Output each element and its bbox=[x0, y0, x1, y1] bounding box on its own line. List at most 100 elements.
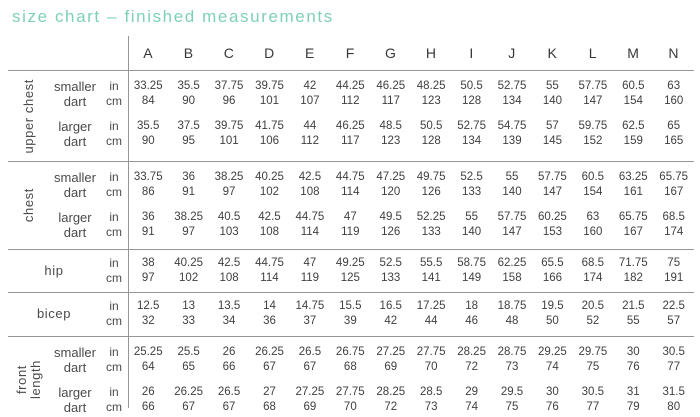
value-cm: 107 bbox=[300, 95, 320, 107]
value-in: 26.25 bbox=[174, 385, 204, 398]
value-cm: 66 bbox=[141, 400, 155, 413]
value-in: 42.5 bbox=[217, 256, 241, 269]
value-in: 38.25 bbox=[174, 210, 204, 223]
value-in: 36 bbox=[182, 170, 196, 183]
column-header: J bbox=[508, 45, 516, 61]
measurement-cell: 41.75 106 bbox=[249, 119, 289, 149]
page-title: size chart – finished measurements bbox=[12, 7, 334, 26]
value-cm: 102 bbox=[259, 185, 280, 198]
measurement-cell: 55 140 bbox=[451, 210, 491, 240]
value-cm: 119 bbox=[300, 271, 320, 284]
value-in: 65.75 bbox=[659, 170, 689, 183]
value-in: 57 bbox=[546, 120, 559, 132]
value-in: 65.5 bbox=[541, 256, 564, 269]
column-header: D bbox=[264, 45, 275, 61]
value-in: 35.5 bbox=[137, 120, 160, 132]
value-in: 36 bbox=[141, 210, 155, 223]
unit-cell: in cm bbox=[100, 210, 128, 240]
value-cm: 123 bbox=[381, 135, 401, 147]
measurement-cell: 42.5 108 bbox=[290, 170, 330, 200]
value-cm: 101 bbox=[219, 135, 239, 147]
value-in: 59.75 bbox=[578, 120, 608, 132]
value-cm: 74 bbox=[546, 360, 559, 373]
value-cm: 68 bbox=[263, 400, 276, 413]
value-cm: 133 bbox=[421, 225, 441, 238]
measurement-cell: 60.5 154 bbox=[573, 170, 613, 200]
unit-in-label: in bbox=[109, 298, 119, 313]
measurement-cell: 22.5 57 bbox=[653, 299, 693, 329]
value-cm: 95 bbox=[182, 135, 196, 147]
value-cm: 117 bbox=[341, 135, 360, 147]
column-header: M bbox=[627, 45, 640, 61]
measurement-row: larger dart in cm 35.5 90 37.5 95 39.75 101 41.75… bbox=[50, 119, 694, 149]
measurement-cell: 29.75 75 bbox=[573, 345, 613, 375]
value-cm: 147 bbox=[502, 225, 522, 238]
column-header: L bbox=[588, 45, 597, 61]
value-in: 44.75 bbox=[335, 170, 365, 183]
measurement-cell: 44.25 112 bbox=[330, 79, 370, 109]
measurement-cell: 40.25 102 bbox=[249, 170, 289, 200]
measurement-row: larger dart in cm 36 91 38.25 97 40.5 103 42.5 108… bbox=[50, 210, 694, 240]
value-in: 13 bbox=[182, 299, 196, 312]
value-in: 27 bbox=[263, 385, 276, 398]
unit-cm-label: cm bbox=[106, 94, 122, 108]
value-cm: 72 bbox=[384, 400, 398, 413]
value-cm: 69 bbox=[303, 400, 317, 413]
value-in: 55.5 bbox=[419, 256, 443, 269]
value-cm: 77 bbox=[667, 360, 681, 373]
value-in: 44.75 bbox=[295, 210, 325, 223]
value-cm: 114 bbox=[260, 271, 279, 284]
measurement-cell: 27.25 69 bbox=[371, 345, 411, 375]
measurement-cell: 71.75 182 bbox=[613, 256, 653, 286]
value-cm: 97 bbox=[182, 225, 196, 238]
value-in: 50.5 bbox=[419, 120, 443, 132]
column-header: C bbox=[223, 45, 235, 61]
row-group-rows: bicep in cm 12.5 32 13 33 13.5 34 14 36 14.75 37 15.5… bbox=[8, 299, 694, 329]
value-cm: 32 bbox=[141, 314, 155, 327]
value-in: 63 bbox=[667, 80, 681, 92]
value-cm: 120 bbox=[381, 185, 401, 198]
value-cm: 67 bbox=[222, 400, 236, 413]
value-in: 38.25 bbox=[214, 170, 244, 183]
column-header: E bbox=[304, 45, 315, 61]
column-header: B bbox=[183, 45, 194, 61]
column-header-row: A B C D E F G H I J K L M N bbox=[8, 36, 694, 70]
value-in: 57.75 bbox=[538, 170, 567, 183]
value-in: 22.5 bbox=[662, 299, 685, 312]
unit-cm-label: cm bbox=[106, 359, 122, 374]
value-cm: 166 bbox=[542, 271, 563, 284]
value-cm: 91 bbox=[182, 185, 196, 198]
value-in: 40.25 bbox=[174, 256, 204, 269]
value-in: 14.75 bbox=[295, 299, 325, 312]
value-cm: 141 bbox=[421, 271, 441, 284]
value-in: 52.25 bbox=[416, 210, 446, 223]
measurement-cell: 27 68 bbox=[249, 385, 289, 415]
value-in: 54.75 bbox=[497, 120, 527, 132]
measurement-cell: 26.5 67 bbox=[209, 385, 249, 415]
value-cm: 101 bbox=[259, 95, 280, 107]
value-in: 47 bbox=[303, 256, 317, 269]
measurement-cell: 31 79 bbox=[613, 385, 653, 415]
value-cm: 160 bbox=[583, 225, 603, 238]
measurement-cell: 42.5 108 bbox=[249, 210, 289, 240]
value-in: 29.5 bbox=[500, 385, 524, 398]
value-cm: 123 bbox=[421, 95, 441, 107]
measurement-cell: 46.25 117 bbox=[371, 79, 411, 109]
value-in: 55 bbox=[465, 210, 478, 223]
value-in: 65 bbox=[667, 120, 681, 132]
row-group-label: bicep bbox=[36, 306, 72, 322]
measurement-cell: 60.5 154 bbox=[613, 79, 653, 109]
value-in: 49.25 bbox=[335, 256, 365, 269]
row-group-label: front length bbox=[14, 360, 43, 400]
row-group-rows: smaller dart in cm 33.25 84 35.5 90 37.75 96 39.7… bbox=[50, 79, 694, 154]
value-in: 37.75 bbox=[214, 80, 244, 92]
measurement-cell: 63.25 161 bbox=[613, 170, 653, 200]
unit-in-label: in bbox=[109, 255, 119, 270]
value-cm: 86 bbox=[141, 185, 155, 198]
measurement-row: smaller dart in cm 25.25 64 25.5 65 26 66 26.25 67… bbox=[50, 345, 694, 375]
value-in: 60.5 bbox=[581, 170, 605, 183]
value-cm: 117 bbox=[381, 95, 400, 107]
measurement-cell: 39.75 101 bbox=[249, 79, 289, 109]
value-cm: 147 bbox=[542, 185, 563, 198]
